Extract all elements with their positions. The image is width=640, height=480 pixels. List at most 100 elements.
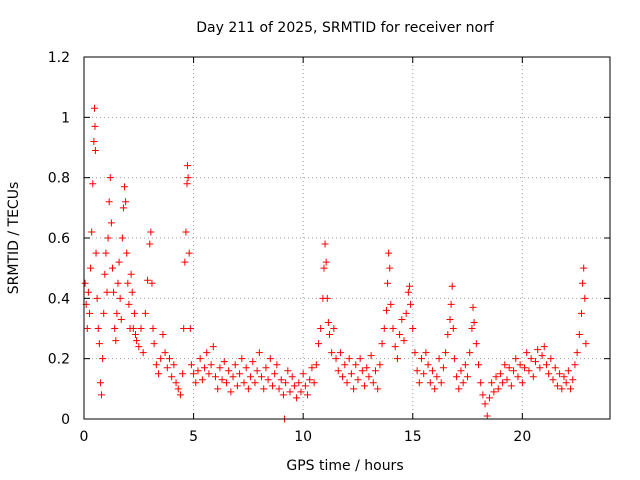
data-point: [398, 315, 406, 323]
data-point: [119, 204, 127, 212]
data-point: [255, 349, 263, 357]
data-point: [363, 364, 371, 372]
data-point: [321, 240, 329, 248]
data-point: [91, 147, 99, 155]
data-point: [180, 325, 188, 332]
data-point: [146, 240, 154, 248]
data-point: [242, 364, 250, 372]
y-tick-label: 0.4: [48, 291, 70, 307]
data-point: [304, 391, 312, 399]
data-point: [194, 367, 202, 375]
data-point: [101, 270, 109, 278]
data-point: [490, 388, 498, 396]
data-point: [157, 355, 165, 363]
data-point: [323, 294, 331, 302]
data-point: [225, 367, 233, 375]
data-point: [91, 104, 99, 112]
data-point: [475, 361, 482, 369]
data-point: [95, 340, 103, 348]
data-point: [240, 379, 248, 387]
data-point: [581, 294, 589, 302]
data-point: [172, 379, 180, 387]
data-point: [308, 364, 316, 372]
data-point: [457, 367, 465, 375]
data-point: [317, 325, 325, 332]
data-point: [378, 340, 386, 348]
data-point: [527, 355, 535, 363]
data-point: [464, 373, 472, 381]
data-point: [435, 355, 443, 363]
data-point: [328, 349, 336, 357]
data-point: [477, 379, 485, 387]
data-point: [214, 385, 222, 393]
data-point: [582, 340, 590, 348]
data-point: [514, 373, 522, 381]
data-point: [266, 355, 274, 363]
data-point: [350, 385, 358, 393]
data-point: [466, 349, 474, 357]
data-point: [244, 385, 252, 393]
data-point: [540, 343, 548, 351]
data-point: [560, 373, 568, 381]
data-point: [573, 349, 581, 357]
data-point: [503, 376, 511, 384]
data-point: [108, 264, 116, 272]
data-point: [201, 364, 209, 372]
data-point: [312, 361, 320, 369]
data-point: [209, 343, 217, 351]
data-point: [125, 300, 133, 308]
data-point: [271, 370, 279, 378]
data-point: [176, 391, 184, 399]
data-point: [288, 373, 296, 381]
data-point: [87, 264, 95, 272]
data-point: [185, 249, 193, 257]
data-point: [83, 325, 91, 332]
data-point: [99, 355, 107, 363]
data-point: [282, 379, 290, 387]
data-point: [469, 303, 477, 311]
data-point: [579, 279, 587, 287]
data-point: [96, 379, 104, 387]
data-point: [183, 162, 191, 170]
data-point: [481, 400, 489, 408]
data-point: [367, 352, 375, 360]
data-point: [130, 309, 138, 317]
data-point: [98, 391, 106, 399]
data-point: [84, 288, 92, 296]
data-point: [569, 376, 577, 384]
data-point: [447, 300, 455, 308]
data-point: [253, 367, 261, 375]
data-point: [315, 340, 323, 348]
data-point: [216, 364, 224, 372]
data-point: [531, 358, 539, 366]
data-point: [227, 388, 235, 396]
data-point: [284, 367, 292, 375]
data-point: [507, 382, 515, 390]
data-point: [485, 394, 493, 402]
data-point: [92, 249, 100, 257]
data-point: [212, 373, 219, 381]
data-point: [361, 382, 369, 390]
x-tick-label: 20: [513, 429, 531, 445]
data-point: [293, 394, 301, 402]
data-point: [580, 264, 588, 272]
data-point: [356, 355, 364, 363]
data-point: [190, 370, 198, 378]
data-point: [446, 315, 454, 323]
data-point: [310, 379, 318, 387]
data-point: [170, 361, 178, 369]
data-point: [400, 337, 408, 345]
data-point: [118, 234, 126, 242]
data-point: [231, 361, 239, 369]
data-point: [488, 379, 496, 387]
data-point: [203, 349, 211, 357]
data-point: [94, 325, 102, 332]
data-point: [536, 364, 544, 372]
data-point: [81, 279, 89, 287]
data-point: [449, 325, 457, 332]
data-point: [330, 325, 338, 332]
data-point: [558, 385, 566, 393]
data-point: [453, 373, 461, 381]
data-point: [264, 376, 272, 384]
